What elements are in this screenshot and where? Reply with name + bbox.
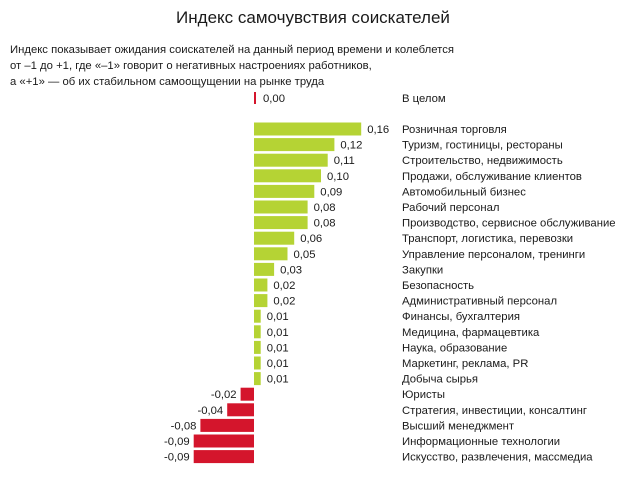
bar bbox=[254, 356, 261, 370]
category-label: Административный персонал bbox=[402, 296, 557, 308]
data-label: 0,05 bbox=[294, 249, 316, 261]
subtitle-line: от –1 до +1, где «–1» говорит о негативн… bbox=[10, 60, 372, 72]
category-label: Информационные технологии bbox=[402, 436, 560, 448]
category-label: Продажи, обслуживание клиентов bbox=[402, 171, 582, 183]
data-label: 0,11 bbox=[334, 155, 355, 167]
subtitle-line: Индекс показывает ожидания соискателей н… bbox=[10, 44, 454, 56]
data-label: 0,12 bbox=[340, 140, 362, 152]
bar bbox=[193, 434, 254, 448]
category-label: Рабочий персонал bbox=[402, 202, 499, 214]
bar bbox=[254, 340, 261, 354]
category-label: Наука, образование bbox=[402, 342, 507, 354]
bar bbox=[193, 450, 254, 464]
bar bbox=[254, 231, 295, 245]
category-label: Безопасность bbox=[402, 280, 474, 292]
category-label: Строительство, недвижимость bbox=[402, 155, 563, 167]
bar bbox=[254, 184, 315, 198]
chart-subtitle: Индекс показывает ожидания соискателей н… bbox=[10, 42, 470, 90]
category-label: В целом bbox=[402, 93, 446, 105]
data-label: 0,03 bbox=[280, 264, 302, 276]
bar bbox=[254, 200, 308, 214]
chart-title: Индекс самочувствия соискателей bbox=[176, 8, 450, 27]
category-label: Маркетинг, реклама, PR bbox=[402, 358, 528, 370]
subtitle-line: а «+1» — об их стабильном самоощущении н… bbox=[10, 76, 325, 88]
bar bbox=[254, 325, 261, 339]
category-label: Юристы bbox=[402, 389, 445, 401]
category-label: Высший менеджмент bbox=[402, 420, 514, 432]
bar bbox=[254, 153, 328, 167]
data-label: 0,10 bbox=[327, 171, 349, 183]
data-label: 0,01 bbox=[267, 327, 289, 339]
category-label: Производство, сервисное обслуживание bbox=[402, 218, 616, 230]
bar bbox=[254, 372, 261, 386]
category-label: Автомобильный бизнес bbox=[402, 186, 526, 198]
bar bbox=[254, 309, 261, 323]
data-label: 0,00 bbox=[263, 93, 285, 105]
data-label: 0,08 bbox=[314, 202, 336, 214]
category-label: Закупки bbox=[402, 264, 443, 276]
data-label: -0,08 bbox=[171, 420, 197, 432]
bar bbox=[254, 122, 362, 136]
data-label: -0,09 bbox=[164, 452, 190, 464]
data-label: 0,09 bbox=[320, 186, 342, 198]
bar bbox=[254, 138, 335, 152]
data-label: 0,08 bbox=[314, 218, 336, 230]
category-label: Добыча сырья bbox=[402, 374, 478, 386]
category-label: Финансы, бухгалтерия bbox=[402, 311, 520, 323]
data-label: 0,01 bbox=[267, 342, 289, 354]
data-label: 0,02 bbox=[273, 296, 295, 308]
category-label: Искусство, развлечения, массмедиа bbox=[402, 452, 593, 464]
category-label: Стратегия, инвестиции, консалтинг bbox=[402, 405, 587, 417]
data-label: -0,09 bbox=[164, 436, 190, 448]
bar bbox=[200, 418, 254, 432]
data-label: -0,02 bbox=[211, 389, 237, 401]
bar bbox=[254, 262, 275, 276]
category-label: Туризм, гостиницы, рестораны bbox=[402, 140, 563, 152]
category-label: Транспорт, логистика, перевозки bbox=[402, 233, 573, 245]
summary-bar bbox=[254, 92, 256, 104]
data-label: 0,01 bbox=[267, 311, 289, 323]
category-label: Управление персоналом, тренинги bbox=[402, 249, 585, 261]
bar bbox=[254, 216, 308, 230]
data-label: 0,16 bbox=[367, 124, 389, 136]
bar bbox=[227, 403, 254, 417]
bar bbox=[254, 294, 268, 308]
data-label: 0,01 bbox=[267, 358, 289, 370]
category-label: Медицина, фармацевтика bbox=[402, 327, 540, 339]
bar bbox=[254, 247, 288, 261]
bar bbox=[254, 169, 321, 183]
bar bbox=[240, 387, 254, 401]
data-label: 0,02 bbox=[273, 280, 295, 292]
bar bbox=[254, 278, 268, 292]
data-label: -0,04 bbox=[197, 405, 223, 417]
category-label: Розничная торговля bbox=[402, 124, 507, 136]
data-label: 0,06 bbox=[300, 233, 322, 245]
data-label: 0,01 bbox=[267, 374, 289, 386]
